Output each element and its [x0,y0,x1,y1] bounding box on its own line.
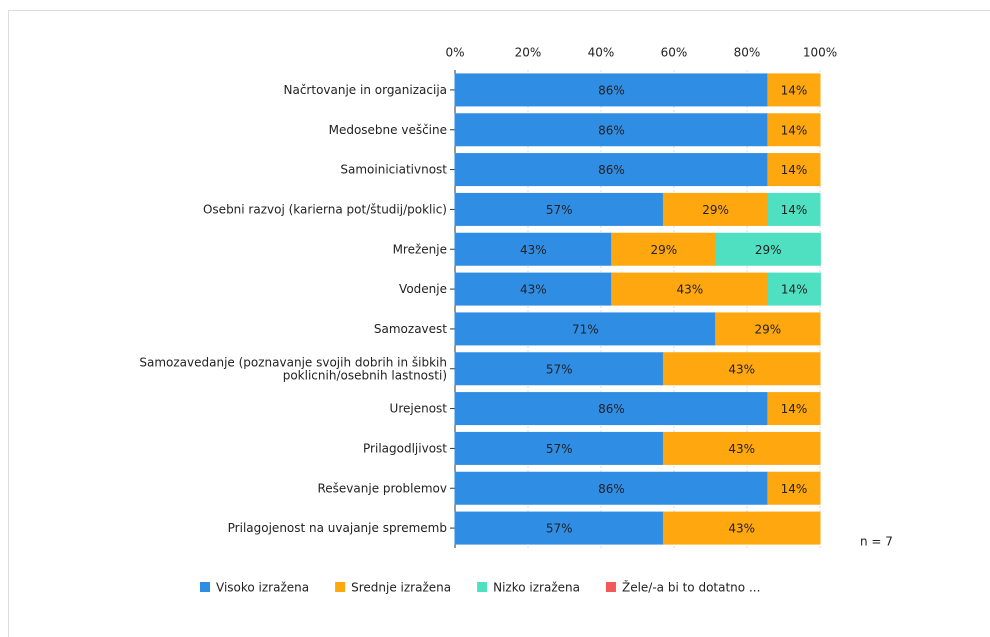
bar-segment [662,431,821,465]
y-tick-label: Načrtovanje in organizacija [284,82,448,96]
data-label: 14% [781,402,808,416]
bar-segment [454,312,717,346]
legend-label: Nizko izražena [493,581,580,595]
bar-segment [454,352,664,386]
y-tick-label: Samoiniciativnost [340,162,447,176]
data-label: 29% [754,322,781,336]
data-label: 86% [598,163,625,177]
y-tick-label: Vodenje [399,282,447,296]
bar-segment [454,431,664,465]
data-label: 43% [677,283,704,297]
y-tick-label: Prilagodljivost [363,441,447,455]
x-tick-label: 100% [803,46,837,60]
data-label: 86% [598,482,625,496]
legend-swatch [200,582,210,592]
data-label: 57% [546,203,573,217]
y-tick-label: Samozavedanje (poznavanje svojih dobrih … [139,355,447,382]
data-label: 29% [755,243,782,257]
bar-segment [454,113,769,147]
x-tick-label: 60% [661,46,688,60]
bar-segment [767,113,821,147]
data-label: 14% [781,482,808,496]
x-tick-label: 40% [588,46,615,60]
bar-segment [767,471,821,505]
data-label: 57% [546,442,573,456]
data-label: 14% [781,203,808,217]
y-tick-label: Mreženje [393,242,447,256]
data-label: 29% [650,243,677,257]
bar-segment [454,511,664,545]
data-label: 14% [781,163,808,177]
bar-segment [611,232,717,266]
bar-segment [662,511,821,545]
y-tick-label: Prilagojenost na uvajanje sprememb [228,521,447,535]
data-label: 57% [546,522,573,536]
legend-label: Žele/-a bi to dotatno ... [622,580,760,595]
legend-label: Srednje izražena [351,581,451,595]
data-label: 86% [598,402,625,416]
y-tick-label: Samozavest [374,321,447,335]
data-label: 43% [728,442,755,456]
bar-segment [767,192,821,226]
x-tick-label: 0% [445,46,464,60]
bar-segment [662,192,769,226]
bar-segment [767,153,821,187]
frame [8,10,990,637]
x-tick-label: 20% [515,46,542,60]
bar-segment [767,392,821,426]
data-label: 43% [728,362,755,376]
bar-segment [767,272,821,306]
legend-swatch [605,582,616,592]
data-label: 86% [598,123,625,137]
data-label: 43% [520,243,547,257]
bar-segment [715,312,821,346]
bar-segment [454,192,664,226]
y-tick-label: Reševanje problemov [317,481,447,495]
data-label: 14% [781,83,808,97]
legend-label: Visoko izražena [216,581,309,595]
x-tick-label: 80% [734,46,761,60]
y-tick-label: Osebni razvoj (karierna pot/študij/pokli… [203,202,447,216]
bar-segment [454,272,613,306]
legend-swatch [477,582,488,592]
legend-swatch [335,582,346,592]
data-label: 57% [546,362,573,376]
bar-segment [767,73,821,107]
data-label: 43% [520,283,547,297]
bar-segment [611,272,769,306]
data-label: 14% [781,283,808,297]
y-tick-label: Urejenost [390,401,448,415]
bar-segment [454,471,769,505]
data-label: 14% [781,123,808,137]
bar-segment [454,392,769,426]
bar-segment [454,73,769,107]
data-label: 86% [598,83,625,97]
bar-segment [454,232,613,266]
data-label: 71% [572,322,599,336]
data-label: 43% [728,522,755,536]
bar-segment [454,153,769,187]
y-tick-label: Medosebne veščine [329,122,447,136]
bar-segment [715,232,821,266]
data-label: 29% [702,203,729,217]
annotation: n = 7 [860,535,893,549]
bar-segment [662,352,821,386]
